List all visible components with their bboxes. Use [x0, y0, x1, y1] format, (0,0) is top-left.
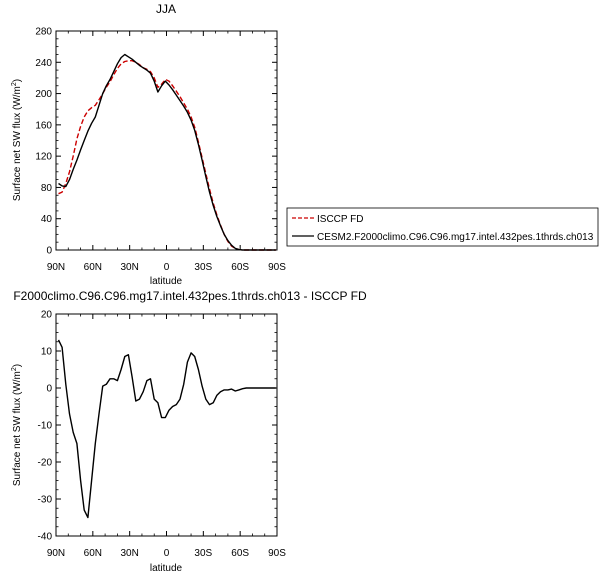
top-y-tick-label: 280: [35, 27, 52, 38]
bottom-x-axis-label: latitude: [150, 563, 183, 574]
top-series-lines: [58, 53, 276, 251]
top-series-line-1: [58, 53, 276, 251]
bottom-y-tick-label: 0: [46, 384, 52, 395]
legend-box: [286, 207, 599, 247]
bottom-y-tick-label: -20: [38, 458, 53, 469]
bottom-axis-ticks: -40 -30 -20 -10 0 10 20 90N 60N 30N 0 30S 60S 90S: [38, 310, 287, 560]
bottom-x-tick-label: 0: [164, 548, 170, 559]
bottom-y-tick-label: 20: [41, 310, 53, 321]
top-y-tick-label: 80: [41, 183, 53, 194]
top-series-line-0: [58, 60, 276, 251]
top-y-tick-label: 40: [41, 214, 53, 225]
top-x-axis-label: latitude: [150, 276, 183, 287]
top-chart-title: JJA: [156, 2, 176, 16]
top-x-tick-label: 90S: [268, 262, 286, 273]
bottom-plot-frame: [55, 313, 278, 537]
top-x-tick-label: 30N: [120, 262, 138, 273]
bottom-x-tick-label: 60N: [84, 548, 102, 559]
bottom-x-tick-label: 60S: [231, 548, 249, 559]
top-x-tick-label: 0: [164, 262, 170, 273]
top-x-tick-label: 60S: [231, 262, 249, 273]
bottom-series-line-0: [57, 339, 276, 519]
top-y-tick-label: 0: [46, 246, 52, 257]
top-y-axis-label: Surface net SW flux (W/m2): [11, 79, 23, 201]
bottom-y-tick-label: -30: [38, 495, 53, 506]
top-plot-frame: [55, 30, 278, 251]
top-x-tick-label: 60N: [84, 262, 102, 273]
top-x-tick-label: 90N: [47, 262, 65, 273]
top-y-tick-label: 240: [35, 58, 52, 69]
top-y-tick-label: 200: [35, 89, 52, 100]
bottom-series-lines: [57, 339, 276, 519]
bottom-chart-title: F2000climo.C96.C96.mg17.intel.432pes.1th…: [13, 289, 367, 303]
bottom-panel: F2000climo.C96.C96.mg17.intel.432pes.1th…: [11, 289, 367, 574]
top-x-tick-label: 30S: [194, 262, 212, 273]
bottom-y-tick-label: 10: [41, 347, 53, 358]
top-panel: JJA 0 40 80 120 160 200 240 280 90N 60N 30N 0 30S 60S…: [11, 2, 286, 287]
bottom-y-tick-label: -10: [38, 421, 53, 432]
top-y-tick-label: 160: [35, 120, 52, 131]
bottom-x-tick-label: 90N: [47, 548, 65, 559]
bottom-x-tick-label: 90S: [268, 548, 286, 559]
legend: ISCCP FD CESM2.F2000climo.C96.C96.mg17.i…: [286, 207, 599, 247]
legend-label-isccp: ISCCP FD: [317, 214, 364, 225]
bottom-y-tick-label: -40: [38, 532, 53, 543]
legend-label-cesm2: CESM2.F2000climo.C96.C96.mg17.intel.432p…: [317, 232, 594, 243]
bottom-x-tick-label: 30S: [194, 548, 212, 559]
top-y-tick-label: 120: [35, 152, 52, 163]
top-axis-ticks: 0 40 80 120 160 200 240 280 90N 60N 30N 0 30S 60S 90S: [35, 27, 286, 274]
bottom-x-tick-label: 30N: [120, 548, 138, 559]
bottom-y-axis-label: Surface net SW flux (W/m2): [11, 364, 23, 486]
